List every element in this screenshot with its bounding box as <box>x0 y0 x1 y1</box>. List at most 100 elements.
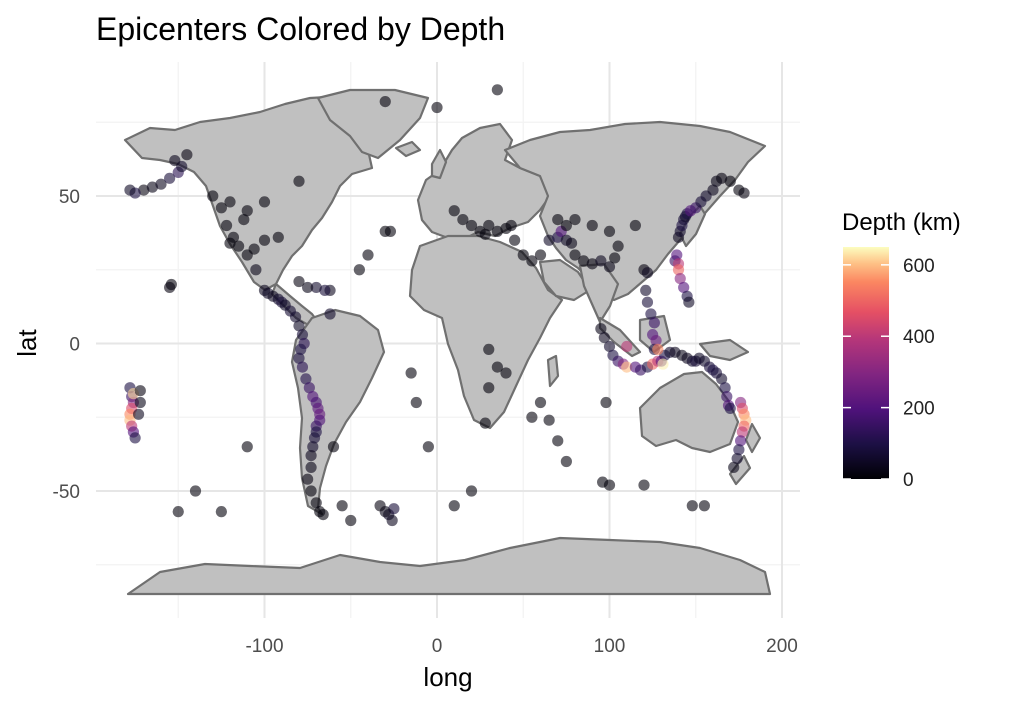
epicenter-point <box>517 249 529 261</box>
epicenter-point <box>305 461 317 473</box>
epicenter-point <box>293 275 305 288</box>
epicenter-point <box>671 249 683 261</box>
epicenter-point <box>483 343 495 355</box>
epicenter-point <box>603 225 616 237</box>
epicenter-point <box>491 361 503 373</box>
epicenter-point <box>238 214 250 226</box>
epicenter-point <box>129 432 141 444</box>
world-land <box>123 88 772 596</box>
epicenter-point <box>491 84 503 96</box>
land-new-zealand <box>744 422 762 454</box>
epicenter-point <box>303 382 315 394</box>
epicenter-point <box>134 385 146 397</box>
legend-tick-label: 600 <box>903 256 935 277</box>
epicenter-point <box>552 435 564 447</box>
x-tick-label: 200 <box>766 636 798 657</box>
epicenter-point <box>603 261 616 273</box>
epicenter-point <box>215 506 227 518</box>
epicenter-point <box>248 243 260 255</box>
legend-ticks: 0 200 400 600 <box>843 256 935 491</box>
land-arabia <box>538 258 592 302</box>
epicenter-point <box>241 205 253 217</box>
epicenter-point <box>560 219 572 232</box>
epicenter-point <box>165 278 177 291</box>
epicenter-point <box>272 231 284 243</box>
epicenter-point <box>250 264 262 276</box>
epicenter-point <box>386 514 398 527</box>
epicenter-point <box>479 228 491 240</box>
epicenter-point <box>289 311 302 323</box>
epicenter-point <box>241 441 253 453</box>
epicenter-point <box>224 237 236 249</box>
epicenter-point <box>317 508 329 521</box>
epicenter-point <box>448 500 460 512</box>
epicenter-points <box>124 84 752 527</box>
epicenter-point <box>388 503 400 515</box>
legend: Depth (km) 0 200 400 600 <box>842 209 961 491</box>
epicenter-point <box>678 281 690 294</box>
epicenter-point <box>565 237 578 249</box>
x-tick-label: 0 <box>432 636 443 657</box>
legend-tick-label: 400 <box>903 327 935 348</box>
epicenter-point <box>735 435 747 447</box>
epicenter-point <box>457 214 469 226</box>
land-north-america <box>123 94 397 292</box>
legend-tick-label: 200 <box>903 399 935 420</box>
epicenter-point <box>724 402 736 414</box>
epicenter-point <box>505 219 517 232</box>
epicenter-point <box>233 240 245 252</box>
epicenter-point <box>738 187 750 199</box>
land-new-guinea <box>698 338 750 362</box>
epicenter-point <box>345 514 357 527</box>
epicenter-point <box>324 308 336 320</box>
epicenter-point <box>305 450 317 462</box>
epicenter-point <box>483 219 495 232</box>
x-tick-label: 100 <box>594 636 626 657</box>
land-africa <box>408 234 564 430</box>
epicenter-point <box>641 296 654 308</box>
epicenter-point <box>379 96 391 108</box>
epicenter-point <box>293 175 305 187</box>
epicenter-point <box>405 367 417 379</box>
epicenter-point <box>595 255 607 267</box>
epicenter-point <box>509 234 521 246</box>
epicenter-point <box>569 249 581 261</box>
epicenter-point <box>215 202 227 214</box>
epicenter-point <box>552 214 564 226</box>
epicenter-point <box>308 432 321 444</box>
epicenter-point <box>307 441 319 453</box>
y-tick-label: -50 <box>53 482 80 503</box>
epicenter-point <box>134 396 146 409</box>
epicenter-point <box>310 281 322 294</box>
epicenter-point <box>645 308 657 320</box>
epicenter-point <box>293 320 305 332</box>
epicenter-point <box>258 196 271 208</box>
epicenter-point <box>132 408 145 420</box>
epicenter-point <box>302 281 314 294</box>
epicenter-point <box>652 343 664 355</box>
y-tick-label: 50 <box>59 187 80 208</box>
epicenter-point <box>629 219 641 232</box>
x-axis-title: long <box>423 662 472 692</box>
epicenter-point <box>603 340 616 353</box>
epicenter-point <box>491 225 503 237</box>
epicenter-point <box>164 172 176 184</box>
epicenter-point <box>648 317 660 329</box>
land-iceland <box>394 140 422 158</box>
land-uk <box>430 148 448 180</box>
epicenter-point <box>707 184 719 196</box>
epicenter-point <box>683 296 695 308</box>
epicenter-point <box>728 461 740 473</box>
epicenter-point <box>686 500 698 512</box>
epicenter-point <box>155 178 167 190</box>
epicenter-point <box>731 452 743 465</box>
epicenter-point <box>674 273 686 285</box>
epicenter-point <box>500 367 512 379</box>
epicenter-point <box>336 500 348 512</box>
epicenter-point <box>600 396 612 409</box>
epicenter-point <box>293 352 305 364</box>
epicenter-point <box>721 391 733 403</box>
epicenter-point <box>609 252 621 264</box>
x-axis-ticks: -100 0 100 200 <box>245 636 797 657</box>
epicenter-point <box>362 249 374 261</box>
